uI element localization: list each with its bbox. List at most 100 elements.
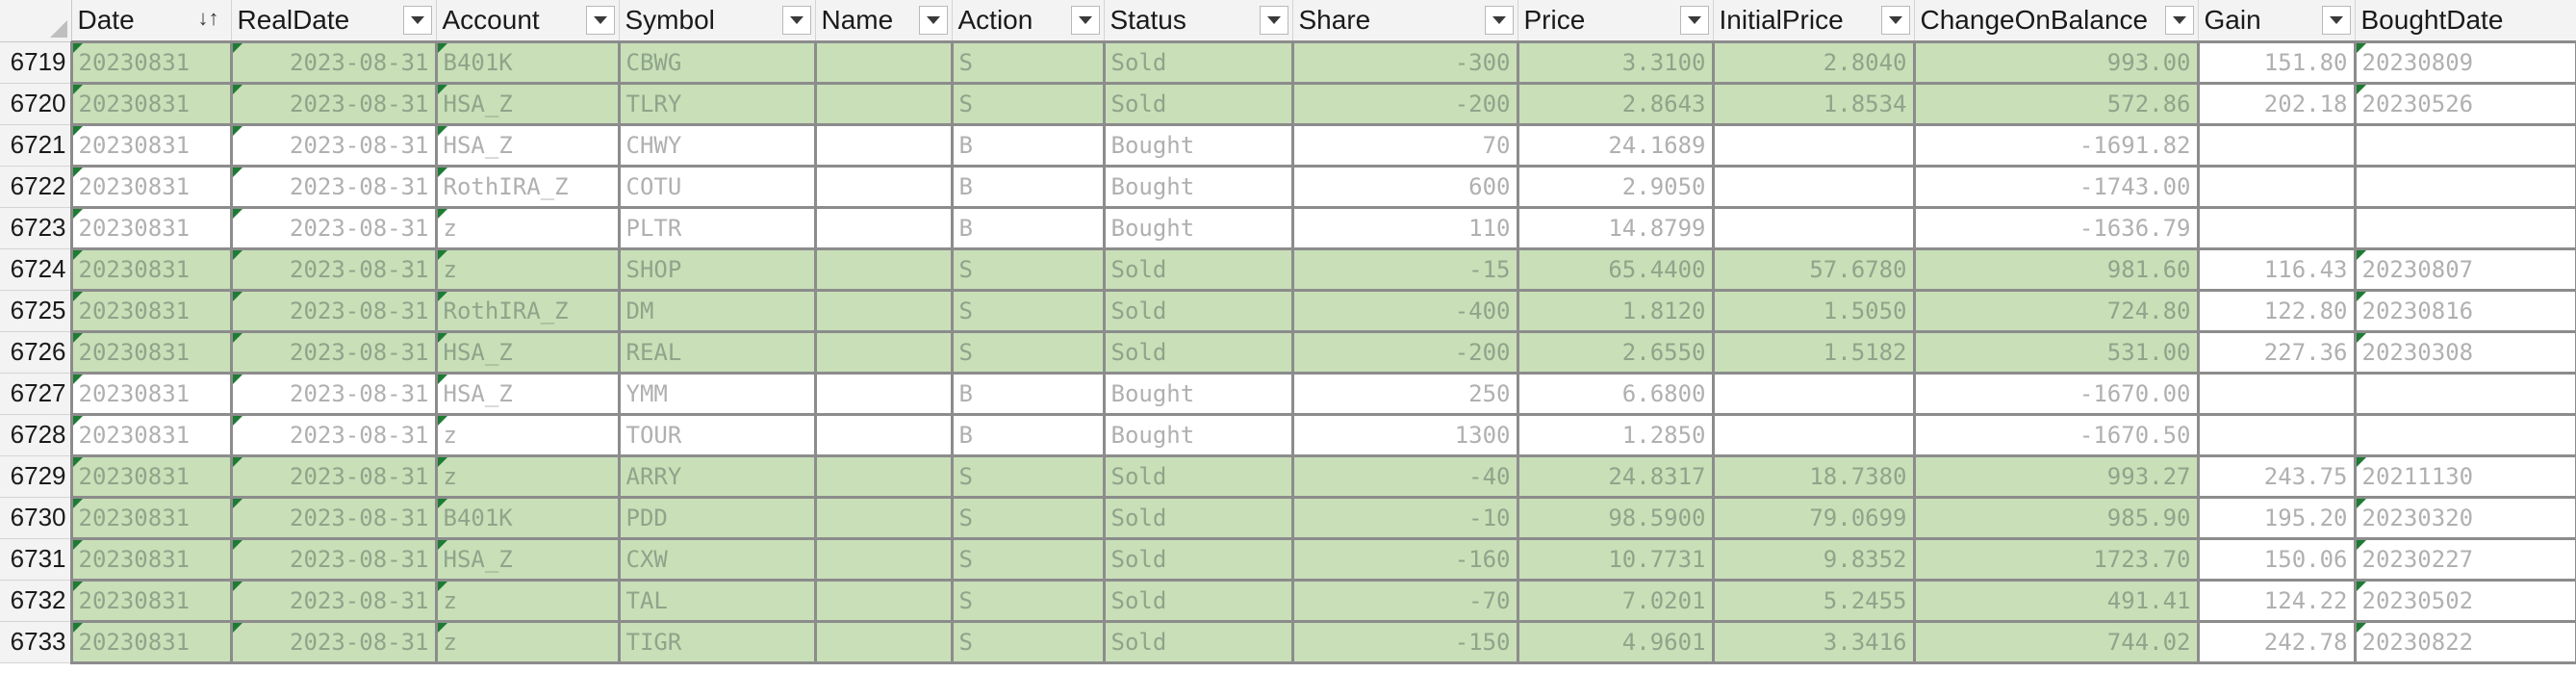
cell-share[interactable]: 250	[1290, 371, 1519, 416]
cell-share[interactable]: 110	[1290, 205, 1519, 250]
cell-action[interactable]: B	[950, 205, 1106, 250]
cell-symbol[interactable]: SHOP	[617, 246, 817, 292]
cell-initialprice[interactable]: 9.8352	[1711, 536, 1916, 582]
cell-symbol[interactable]: TAL	[617, 578, 817, 623]
cell-account[interactable]: B401K	[434, 39, 621, 85]
cell-realdate[interactable]: 2023-08-31	[229, 164, 438, 209]
cell-share[interactable]: -150	[1290, 619, 1519, 664]
cell-gain[interactable]	[2196, 205, 2357, 250]
filter-dropdown-icon[interactable]	[918, 6, 948, 35]
cell-name[interactable]	[813, 412, 954, 457]
cell-initialprice[interactable]: 57.6780	[1711, 246, 1916, 292]
cell-initialprice[interactable]: 2.8040	[1711, 39, 1916, 85]
cell-changeonbalance[interactable]: 993.00	[1912, 39, 2200, 85]
cell-share[interactable]: -70	[1290, 578, 1519, 623]
cell-action[interactable]: S	[950, 288, 1106, 333]
cell-name[interactable]	[813, 536, 954, 582]
cell-changeonbalance[interactable]: 985.90	[1912, 495, 2200, 540]
cell-name[interactable]	[813, 81, 954, 126]
cell-price[interactable]: 14.8799	[1516, 205, 1715, 250]
cell-name[interactable]	[813, 495, 954, 540]
column-header-date[interactable]: Date ↓↑	[71, 0, 232, 42]
column-header-symbol[interactable]: Symbol	[619, 0, 816, 42]
cell-action[interactable]: S	[950, 536, 1106, 582]
filter-dropdown-icon[interactable]	[781, 6, 811, 35]
row-header[interactable]: 6731	[0, 538, 72, 581]
cell-action[interactable]: S	[950, 495, 1106, 540]
select-all-corner[interactable]	[0, 0, 72, 42]
cell-realdate[interactable]: 2023-08-31	[229, 122, 438, 168]
cell-changeonbalance[interactable]: 993.27	[1912, 453, 2200, 499]
cell-status[interactable]: Sold	[1102, 288, 1294, 333]
cell-action[interactable]: B	[950, 164, 1106, 209]
cell-date[interactable]: 20230831	[69, 246, 233, 292]
filter-dropdown-icon[interactable]	[1880, 6, 1910, 35]
cell-name[interactable]	[813, 164, 954, 209]
cell-action[interactable]: S	[950, 329, 1106, 375]
filter-dropdown-icon[interactable]	[1259, 6, 1288, 35]
cell-date[interactable]: 20230831	[69, 288, 233, 333]
cell-boughtdate[interactable]: 20230526	[2353, 81, 2576, 126]
cell-realdate[interactable]: 2023-08-31	[229, 246, 438, 292]
cell-status[interactable]: Bought	[1102, 412, 1294, 457]
cell-share[interactable]: -300	[1290, 39, 1519, 85]
column-header-account[interactable]: Account	[436, 0, 620, 42]
cell-gain[interactable]: 150.06	[2196, 536, 2357, 582]
cell-boughtdate[interactable]	[2353, 412, 2576, 457]
cell-initialprice[interactable]: 79.0699	[1711, 495, 1916, 540]
cell-account[interactable]: z	[434, 205, 621, 250]
cell-initialprice[interactable]: 1.5182	[1711, 329, 1916, 375]
cell-realdate[interactable]: 2023-08-31	[229, 578, 438, 623]
cell-gain[interactable]: 202.18	[2196, 81, 2357, 126]
cell-name[interactable]	[813, 329, 954, 375]
cell-gain[interactable]: 124.22	[2196, 578, 2357, 623]
cell-account[interactable]: HSA_Z	[434, 122, 621, 168]
cell-gain[interactable]: 195.20	[2196, 495, 2357, 540]
cell-price[interactable]: 24.1689	[1516, 122, 1715, 168]
cell-name[interactable]	[813, 578, 954, 623]
cell-changeonbalance[interactable]: -1636.79	[1912, 205, 2200, 250]
cell-realdate[interactable]: 2023-08-31	[229, 81, 438, 126]
column-header-changeonbalance[interactable]: ChangeOnBalance	[1914, 0, 2199, 42]
cell-name[interactable]	[813, 122, 954, 168]
cell-account[interactable]: z	[434, 246, 621, 292]
cell-price[interactable]: 24.8317	[1516, 453, 1715, 499]
cell-gain[interactable]	[2196, 122, 2357, 168]
cell-symbol[interactable]: TLRY	[617, 81, 817, 126]
cell-action[interactable]: S	[950, 81, 1106, 126]
sort-filter-icon[interactable]: ↓↑	[197, 6, 219, 30]
column-header-action[interactable]: Action	[952, 0, 1105, 42]
cell-gain[interactable]: 151.80	[2196, 39, 2357, 85]
cell-initialprice[interactable]: 18.7380	[1711, 453, 1916, 499]
cell-status[interactable]: Sold	[1102, 495, 1294, 540]
cell-price[interactable]: 2.6550	[1516, 329, 1715, 375]
cell-share[interactable]: 600	[1290, 164, 1519, 209]
cell-realdate[interactable]: 2023-08-31	[229, 288, 438, 333]
cell-date[interactable]: 20230831	[69, 453, 233, 499]
cell-boughtdate[interactable]: 20230816	[2353, 288, 2576, 333]
cell-gain[interactable]: 242.78	[2196, 619, 2357, 664]
cell-boughtdate[interactable]: 20230308	[2353, 329, 2576, 375]
cell-gain[interactable]: 122.80	[2196, 288, 2357, 333]
cell-price[interactable]: 4.9601	[1516, 619, 1715, 664]
cell-price[interactable]: 1.2850	[1516, 412, 1715, 457]
cell-symbol[interactable]: REAL	[617, 329, 817, 375]
cell-changeonbalance[interactable]: 531.00	[1912, 329, 2200, 375]
cell-boughtdate[interactable]: 20211130	[2353, 453, 2576, 499]
cell-status[interactable]: Bought	[1102, 122, 1294, 168]
row-header[interactable]: 6727	[0, 373, 72, 415]
cell-account[interactable]: B401K	[434, 495, 621, 540]
cell-date[interactable]: 20230831	[69, 619, 233, 664]
cell-action[interactable]: S	[950, 619, 1106, 664]
cell-boughtdate[interactable]: 20230822	[2353, 619, 2576, 664]
cell-share[interactable]: -200	[1290, 329, 1519, 375]
cell-symbol[interactable]: PDD	[617, 495, 817, 540]
cell-date[interactable]: 20230831	[69, 329, 233, 375]
cell-account[interactable]: HSA_Z	[434, 81, 621, 126]
cell-price[interactable]: 10.7731	[1516, 536, 1715, 582]
cell-name[interactable]	[813, 453, 954, 499]
cell-status[interactable]: Sold	[1102, 246, 1294, 292]
cell-realdate[interactable]: 2023-08-31	[229, 371, 438, 416]
cell-boughtdate[interactable]: 20230809	[2353, 39, 2576, 85]
cell-account[interactable]: z	[434, 453, 621, 499]
